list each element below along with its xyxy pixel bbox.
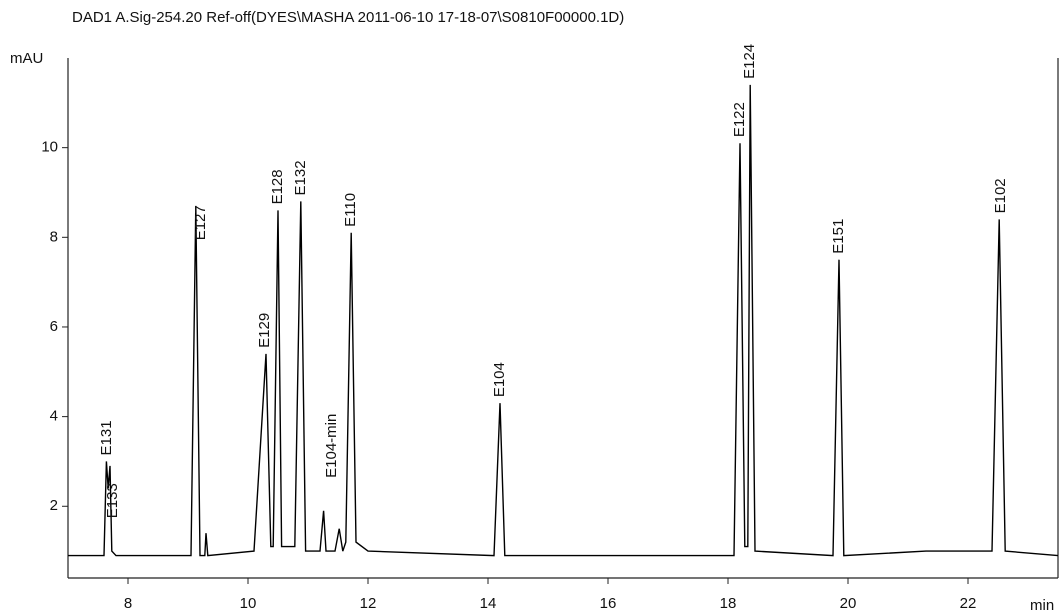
x-tick-label: 8	[124, 595, 132, 612]
y-axis-label: mAU	[10, 50, 43, 67]
peak-label: E110	[342, 193, 359, 227]
y-tick-label: 2	[50, 497, 58, 514]
trace	[68, 84, 1059, 557]
y-tick-label: 6	[50, 318, 58, 335]
peak-label: E127	[192, 205, 209, 240]
x-tick-label: 20	[840, 595, 857, 612]
x-tick-label: 10	[240, 595, 257, 612]
peak-label: E104	[491, 362, 508, 397]
peak-label: E128	[269, 169, 286, 204]
y-tick-label: 4	[50, 408, 58, 425]
peak-label: E124	[741, 44, 758, 79]
x-axis-label: min	[1030, 597, 1054, 614]
x-tick-label: 12	[360, 595, 377, 612]
y-tick-label: 10	[41, 139, 58, 156]
x-tick-label: 18	[720, 595, 737, 612]
y-tick-label: 8	[50, 228, 58, 245]
x-tick-label: 14	[480, 595, 497, 612]
peak-label: E132	[292, 160, 309, 195]
peak-label: E133	[104, 483, 121, 518]
peak-label: E131	[98, 420, 115, 455]
x-tick-label: 16	[600, 595, 617, 612]
peak-label: E122	[731, 102, 748, 137]
peak-label: E104-min	[323, 414, 340, 478]
x-tick-label: 22	[960, 595, 977, 612]
peak-label: E129	[256, 313, 273, 348]
chart-title: DAD1 A.Sig-254.20 Ref-off(DYES\MASHA 201…	[72, 9, 624, 26]
peak-label: E102	[992, 178, 1009, 213]
peak-label: E151	[830, 219, 847, 254]
